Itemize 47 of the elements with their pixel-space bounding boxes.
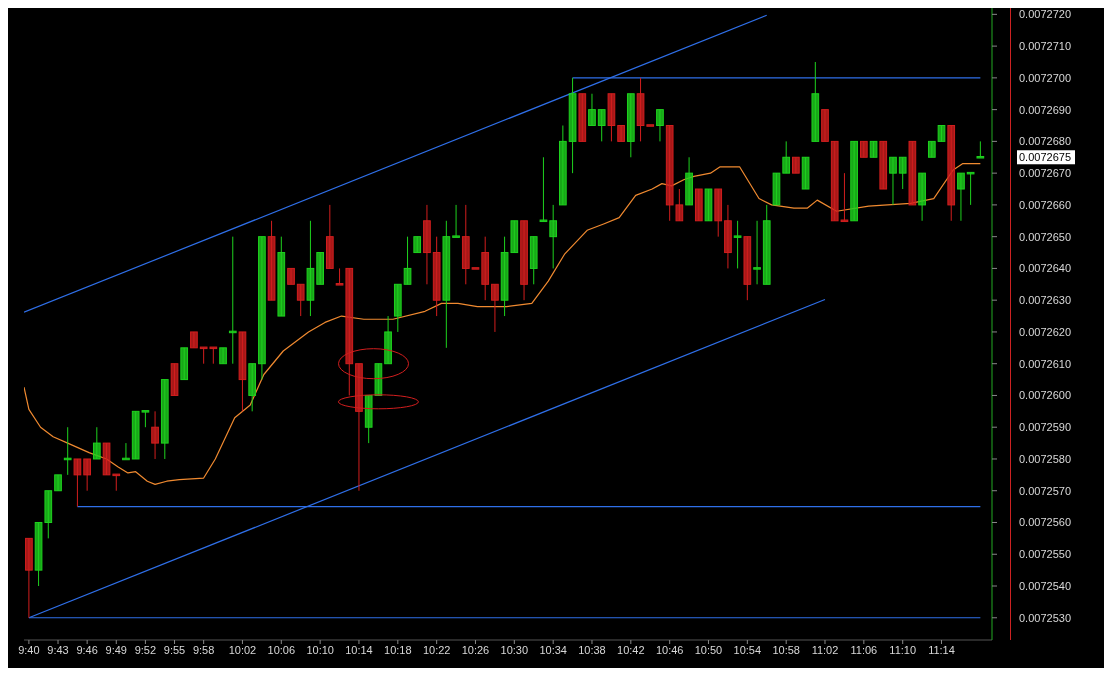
y-tick-label: 0.0072590 bbox=[1019, 421, 1071, 434]
x-tick-label: 10:02 bbox=[228, 643, 257, 656]
y-tick-label: 0.0072620 bbox=[1019, 325, 1071, 338]
y-tick-label: 0.0072720 bbox=[1019, 8, 1071, 21]
x-tick-label: 9:43 bbox=[47, 643, 69, 656]
y-tick-label: 0.0072670 bbox=[1019, 167, 1071, 180]
x-tick-label: 10:42 bbox=[617, 643, 645, 656]
x-tick-label: 10:22 bbox=[422, 643, 451, 656]
x-tick-label: 11:02 bbox=[811, 643, 839, 656]
x-tick-label: 10:30 bbox=[500, 643, 529, 656]
y-tick-label: 0.0072580 bbox=[1019, 452, 1071, 465]
y-tick-label: 0.0072570 bbox=[1019, 484, 1071, 497]
x-tick-label: 11:10 bbox=[889, 643, 917, 656]
y-tick-label: 0.0072680 bbox=[1019, 135, 1071, 148]
x-tick-label: 10:50 bbox=[694, 643, 723, 656]
x-tick-label: 10:14 bbox=[345, 643, 373, 656]
x-tick-label: 9:49 bbox=[105, 643, 127, 656]
y-tick-label: 0.0072600 bbox=[1019, 389, 1071, 402]
x-tick-label: 9:55 bbox=[163, 643, 186, 656]
y-tick-label: 0.0072650 bbox=[1019, 230, 1071, 243]
y-tick-label: 0.0072540 bbox=[1019, 579, 1071, 592]
y-tick-label: 0.0072640 bbox=[1019, 262, 1071, 275]
y-tick-label: 0.0072710 bbox=[1019, 40, 1071, 53]
x-tick-label: 10:10 bbox=[306, 643, 334, 656]
x-tick-label: 11:06 bbox=[850, 643, 878, 656]
x-tick-label: 10:18 bbox=[384, 643, 412, 656]
x-tick-label: 9:46 bbox=[76, 643, 98, 656]
x-tick-label: 10:46 bbox=[655, 643, 684, 656]
x-tick-label: 10:58 bbox=[772, 643, 800, 656]
x-tick-label: 9:52 bbox=[134, 643, 157, 656]
y-tick-label: 0.0072630 bbox=[1019, 294, 1071, 307]
y-tick-label: 0.0072550 bbox=[1019, 548, 1071, 561]
text: 0.0072675 bbox=[1019, 151, 1071, 164]
y-tick-label: 0.0072610 bbox=[1019, 357, 1071, 370]
y-tick-label: 0.0072700 bbox=[1019, 71, 1071, 84]
y-tick-label: 0.0072530 bbox=[1019, 611, 1071, 624]
x-tick-label: 10:06 bbox=[267, 643, 296, 656]
x-tick-label: 10:38 bbox=[578, 643, 606, 656]
x-tick-label: 11:14 bbox=[928, 643, 955, 656]
y-tick-label: 0.0072660 bbox=[1019, 198, 1071, 211]
x-tick-label: 10:26 bbox=[461, 643, 490, 656]
x-tick-label: 10:34 bbox=[539, 643, 567, 656]
x-tick-label: 10:54 bbox=[733, 643, 762, 656]
x-tick-label: 9:58 bbox=[192, 643, 215, 656]
y-tick-label: 0.0072560 bbox=[1019, 516, 1071, 529]
y-tick-label: 0.0072690 bbox=[1019, 103, 1071, 116]
x-tick-label: 9:40 bbox=[18, 643, 40, 656]
